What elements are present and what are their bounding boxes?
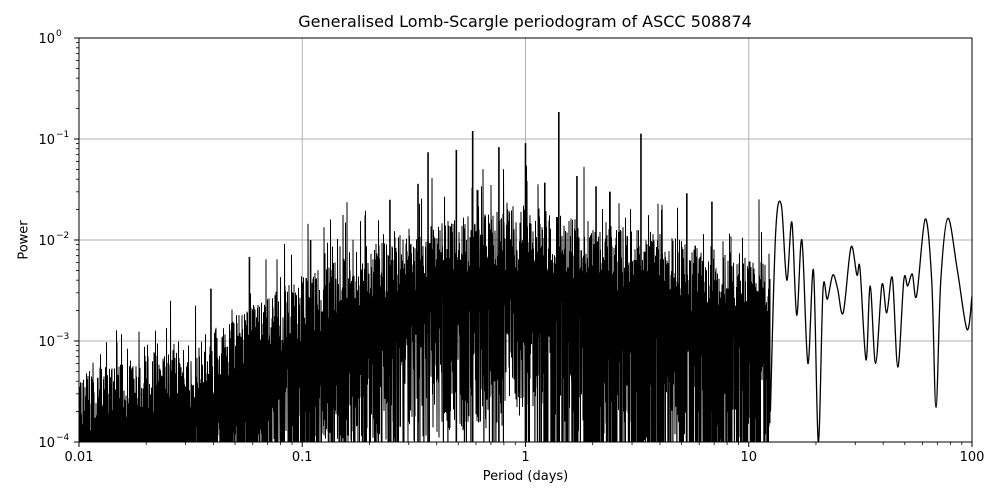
svg-text:0: 0 <box>56 29 62 39</box>
x-tick-label: 100 <box>960 450 985 465</box>
y-tick-label: 10 <box>38 436 55 451</box>
x-tick-label: 10 <box>740 450 757 465</box>
y-tick-label: 10 <box>38 133 55 148</box>
x-tick-label: 0.01 <box>65 450 94 465</box>
svg-text:−2: −2 <box>56 231 69 241</box>
y-tick-label: 10 <box>38 335 55 350</box>
periodogram-trace <box>79 112 972 442</box>
svg-text:−3: −3 <box>56 332 69 342</box>
x-axis-label: Period (days) <box>482 469 569 484</box>
x-axis-ticks: 0.01 0.1 1 10 100 <box>65 442 985 465</box>
y-tick-label: 10 <box>38 32 55 47</box>
x-tick-label: 0.1 <box>292 450 313 465</box>
svg-text:−1: −1 <box>56 130 69 140</box>
chart-title: Generalised Lomb-Scargle periodogram of … <box>298 12 752 31</box>
svg-text:−4: −4 <box>56 433 70 443</box>
x-tick-label: 1 <box>521 450 529 465</box>
y-tick-label: 10 <box>38 234 55 249</box>
